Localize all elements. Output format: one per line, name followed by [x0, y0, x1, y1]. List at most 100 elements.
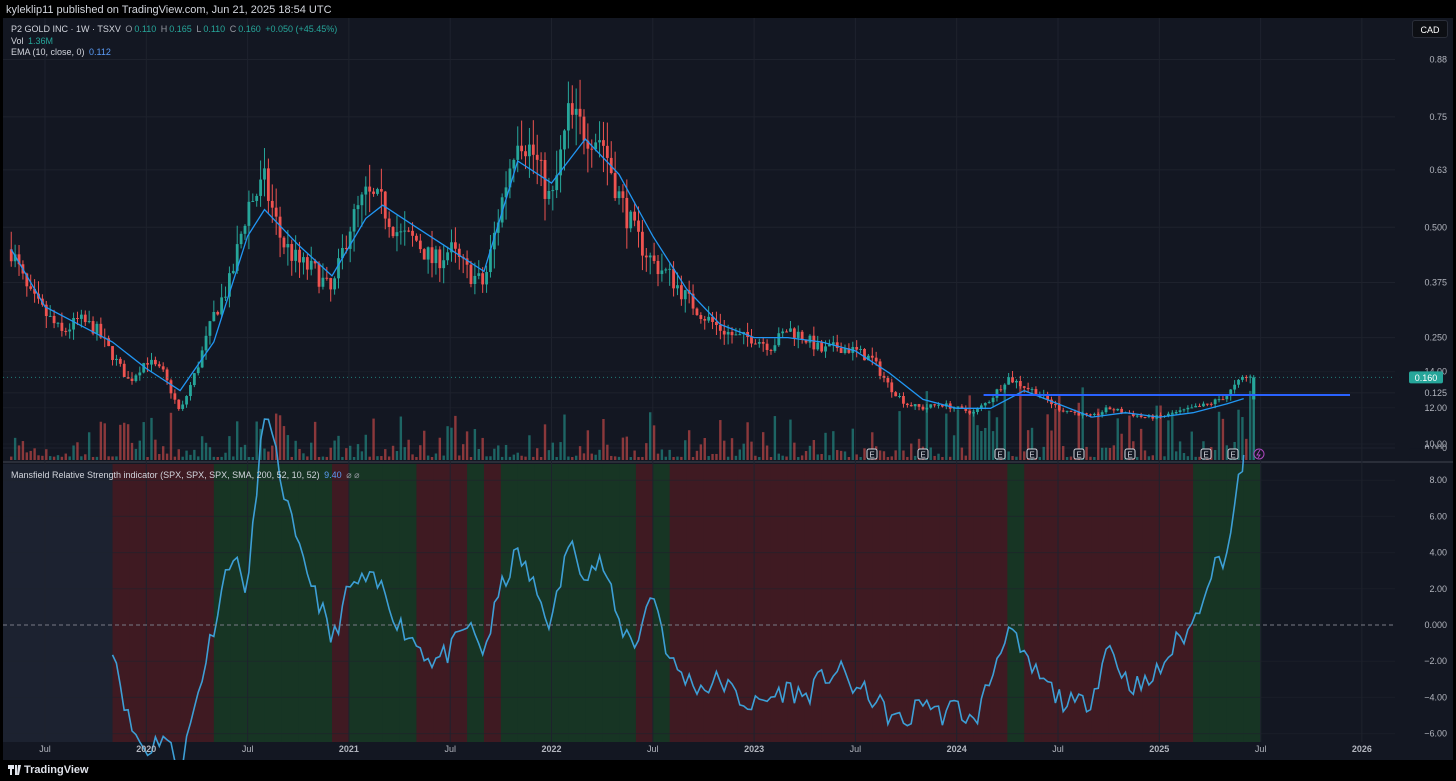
candle-body [1034, 389, 1038, 396]
candle-body [555, 175, 559, 191]
low-value: 0.110 [203, 24, 226, 34]
volume-bar [469, 456, 473, 460]
volume-bar [703, 437, 706, 460]
candle-body [1085, 413, 1088, 415]
candle-body [305, 257, 309, 270]
volume-bar [426, 455, 430, 460]
candle-body [679, 285, 683, 300]
volume-bar [415, 456, 418, 460]
candle-body [1225, 395, 1229, 400]
volume-bar [356, 444, 360, 460]
volume-bar [582, 453, 586, 460]
candle-body [909, 405, 913, 407]
volume-bar [637, 456, 640, 460]
candle-body [274, 207, 278, 217]
volume-bar [302, 453, 305, 460]
volume-bar [1139, 428, 1143, 460]
candle-body [150, 359, 153, 365]
volume-bar [968, 395, 971, 460]
candle-body [528, 144, 531, 157]
earnings-marker-box [866, 448, 878, 460]
candle-body [941, 404, 944, 407]
candle-body [753, 343, 757, 345]
volume-bar [1038, 456, 1042, 460]
volume-bar [360, 451, 364, 460]
volume-bar [976, 425, 979, 460]
indicator-settings-icon[interactable]: ⌀ ⌀ [346, 470, 360, 480]
chart-area[interactable]: E E E E E E E E 0.88 0.75 0.63 0.500 0.375 0.250 0.12… [3, 18, 1453, 780]
volume-bar [781, 455, 784, 460]
volume-bar [610, 455, 613, 460]
candle-body [668, 268, 672, 270]
volume-bar [633, 450, 636, 460]
candle-body [1112, 409, 1116, 411]
volume-bar [220, 456, 223, 460]
candle-body [403, 230, 407, 232]
volume-bar [1171, 412, 1174, 460]
volume-bar [165, 453, 169, 460]
volume-bar [559, 442, 562, 460]
rs-zone [365, 464, 384, 742]
candle-body [302, 257, 305, 263]
volume-bar [894, 450, 897, 460]
volume-bar [949, 456, 952, 460]
volume-bar [419, 445, 422, 460]
volume-bar [391, 445, 395, 460]
candle-body [368, 186, 372, 192]
candle-body [91, 321, 95, 334]
candle-body [1190, 407, 1194, 409]
lightning-icon [1256, 449, 1261, 459]
candle-body [796, 331, 800, 338]
rs-zone [838, 464, 856, 742]
candle-body [1054, 404, 1057, 406]
candle-body [1131, 413, 1135, 417]
candle-body [808, 335, 812, 343]
candle-body [1198, 405, 1201, 407]
candle-body [434, 249, 438, 264]
volume-bar [267, 451, 270, 460]
candle-body [547, 190, 551, 199]
candle-body [146, 363, 149, 365]
volume-bar [602, 418, 605, 460]
volume-bar [497, 445, 500, 460]
currency-button[interactable]: CAD [1412, 20, 1448, 38]
rs-zone [112, 464, 130, 742]
rs-zone [315, 464, 333, 742]
candle-body [325, 277, 329, 279]
volume-bar [123, 422, 126, 460]
volume-bar [1097, 408, 1100, 460]
volume-bar [832, 431, 835, 460]
candle-body [968, 410, 972, 414]
candle-body [418, 240, 422, 250]
candle-body [999, 389, 1003, 391]
candle-body [1046, 394, 1050, 400]
candle-body [804, 339, 808, 343]
rs-zone [686, 464, 704, 742]
chart-canvas[interactable]: E E E E E E E E 0.88 0.75 0.63 0.500 0.375 0.250 0.12… [3, 18, 1453, 780]
candle-body [99, 323, 103, 338]
volume-bar [551, 442, 554, 460]
candle-body [169, 380, 173, 394]
candle-body [765, 343, 769, 350]
rs-zone [1176, 464, 1194, 742]
volume-bar [945, 413, 948, 460]
candle-body [399, 231, 403, 233]
volume-bar [1023, 451, 1026, 460]
volume-bar [13, 437, 17, 460]
rs-zone [1007, 464, 1025, 742]
candle-body [177, 399, 181, 409]
volume-bar [313, 421, 317, 460]
volume-bar [341, 456, 344, 460]
candle-body [718, 324, 722, 331]
candle-body [1217, 399, 1221, 401]
rs-line [3, 418, 1395, 780]
volume-bar [1085, 446, 1088, 460]
price-tick-label: 0.000 [1424, 443, 1447, 453]
volume-bar [1136, 457, 1139, 460]
rs-tick-label: 2.00 [1429, 584, 1447, 594]
volume-bar [738, 449, 742, 460]
price-tick-label: 0.75 [1429, 112, 1447, 122]
volume-bar [345, 448, 348, 460]
volume-bar [1167, 420, 1170, 460]
volume-bar [1186, 456, 1190, 460]
